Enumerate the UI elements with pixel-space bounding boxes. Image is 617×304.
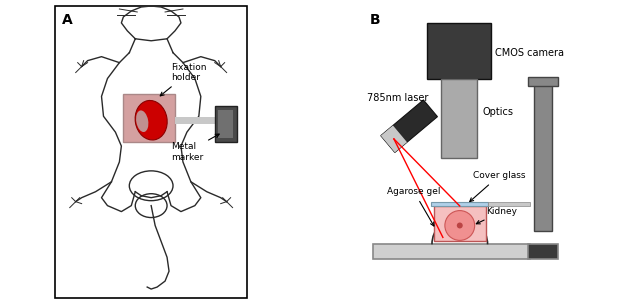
Circle shape — [457, 223, 463, 229]
Bar — [175, 117, 218, 124]
Bar — [215, 106, 236, 142]
Ellipse shape — [136, 110, 149, 132]
Text: Fixation
holder: Fixation holder — [160, 63, 207, 96]
Bar — [434, 206, 486, 241]
Polygon shape — [381, 126, 407, 152]
Bar — [441, 78, 477, 158]
Text: 785nm laser: 785nm laser — [367, 93, 429, 103]
Bar — [487, 202, 530, 206]
Text: Metal
marker: Metal marker — [171, 134, 219, 162]
Bar — [123, 95, 175, 142]
Text: Kidney: Kidney — [476, 207, 518, 224]
Text: B: B — [370, 13, 380, 27]
Bar — [528, 244, 558, 259]
Bar — [528, 77, 558, 86]
Text: Cover glass: Cover glass — [470, 171, 525, 202]
Circle shape — [445, 211, 474, 240]
Text: A: A — [62, 13, 73, 27]
Bar — [431, 202, 487, 206]
Text: CMOS camera: CMOS camera — [495, 48, 563, 58]
Bar — [218, 110, 233, 139]
Bar — [427, 23, 491, 78]
Bar — [373, 244, 530, 259]
Bar — [534, 82, 552, 231]
Ellipse shape — [135, 100, 167, 140]
Text: Optics: Optics — [482, 107, 513, 117]
Text: Agarose gel: Agarose gel — [387, 187, 441, 226]
Polygon shape — [381, 100, 437, 152]
